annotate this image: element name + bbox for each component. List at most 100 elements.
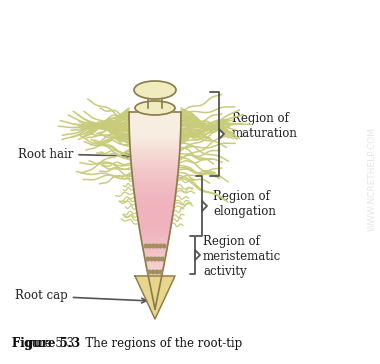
Polygon shape (138, 222, 172, 224)
Polygon shape (133, 183, 177, 185)
Polygon shape (149, 281, 161, 284)
Circle shape (162, 244, 166, 248)
Polygon shape (144, 256, 166, 258)
Polygon shape (140, 234, 169, 236)
Polygon shape (134, 191, 176, 193)
Polygon shape (151, 289, 159, 291)
Polygon shape (129, 114, 181, 116)
Polygon shape (136, 203, 174, 205)
Polygon shape (129, 120, 181, 122)
Polygon shape (142, 246, 168, 248)
Polygon shape (150, 284, 160, 285)
Polygon shape (138, 217, 173, 218)
Text: WWW.NCRETHELP.COM: WWW.NCRETHELP.COM (367, 127, 377, 231)
Polygon shape (132, 177, 177, 179)
Polygon shape (129, 118, 181, 120)
Polygon shape (149, 280, 161, 281)
Polygon shape (133, 179, 177, 181)
Polygon shape (130, 151, 180, 153)
Circle shape (144, 244, 148, 248)
Polygon shape (138, 220, 172, 222)
Polygon shape (146, 262, 165, 264)
Polygon shape (130, 138, 180, 139)
Polygon shape (152, 295, 158, 297)
Polygon shape (146, 266, 164, 268)
Polygon shape (130, 147, 180, 150)
Polygon shape (135, 197, 175, 199)
Circle shape (158, 244, 162, 248)
Polygon shape (133, 185, 177, 187)
Polygon shape (129, 128, 181, 130)
Polygon shape (148, 90, 162, 108)
Polygon shape (130, 153, 180, 155)
Polygon shape (129, 116, 181, 118)
Text: Region of
maturation: Region of maturation (232, 112, 298, 140)
Polygon shape (129, 126, 181, 128)
Polygon shape (137, 210, 173, 213)
Polygon shape (131, 165, 179, 167)
Polygon shape (132, 173, 178, 175)
Polygon shape (154, 305, 156, 307)
Polygon shape (129, 132, 180, 134)
Polygon shape (154, 303, 156, 305)
Circle shape (148, 270, 151, 274)
Polygon shape (131, 161, 179, 163)
Polygon shape (129, 122, 181, 124)
Polygon shape (130, 142, 180, 143)
Circle shape (158, 270, 162, 274)
Polygon shape (143, 248, 167, 250)
Polygon shape (147, 268, 163, 270)
Polygon shape (141, 238, 169, 240)
Polygon shape (134, 189, 176, 191)
Ellipse shape (134, 81, 176, 99)
Polygon shape (136, 206, 174, 209)
Polygon shape (142, 242, 168, 244)
Polygon shape (133, 187, 176, 189)
Polygon shape (149, 277, 162, 280)
Polygon shape (150, 287, 160, 289)
Polygon shape (148, 273, 162, 276)
Polygon shape (130, 136, 180, 138)
Polygon shape (132, 175, 178, 177)
Circle shape (155, 244, 158, 248)
Polygon shape (152, 297, 157, 299)
Polygon shape (139, 224, 171, 226)
Polygon shape (130, 139, 180, 142)
Polygon shape (136, 205, 174, 206)
Polygon shape (135, 195, 176, 197)
Text: Figure 5.3   The regions of the root-tip: Figure 5.3 The regions of the root-tip (12, 337, 242, 350)
Text: Root hair: Root hair (18, 147, 130, 161)
Polygon shape (131, 155, 179, 157)
Polygon shape (135, 276, 175, 319)
Polygon shape (144, 252, 166, 254)
Text: Figure 5.3: Figure 5.3 (12, 337, 80, 350)
Polygon shape (147, 270, 163, 272)
Polygon shape (135, 201, 175, 203)
Polygon shape (131, 167, 179, 169)
Polygon shape (141, 240, 169, 242)
Polygon shape (131, 157, 179, 159)
Circle shape (151, 244, 155, 248)
Polygon shape (145, 260, 165, 262)
Polygon shape (131, 159, 179, 161)
Polygon shape (130, 146, 180, 147)
Circle shape (148, 244, 151, 248)
Ellipse shape (135, 101, 175, 115)
Polygon shape (136, 209, 174, 210)
Circle shape (150, 257, 153, 261)
Polygon shape (147, 272, 163, 273)
Text: Region of
meristematic
activity: Region of meristematic activity (203, 236, 281, 278)
Circle shape (153, 257, 157, 261)
Polygon shape (144, 254, 166, 256)
Polygon shape (129, 112, 181, 114)
Polygon shape (153, 299, 157, 301)
Polygon shape (138, 218, 172, 220)
Polygon shape (145, 258, 165, 260)
Polygon shape (130, 150, 180, 151)
Polygon shape (140, 232, 170, 234)
Circle shape (146, 257, 150, 261)
Circle shape (155, 270, 158, 274)
Polygon shape (131, 163, 179, 165)
Circle shape (157, 257, 160, 261)
Polygon shape (148, 276, 162, 277)
